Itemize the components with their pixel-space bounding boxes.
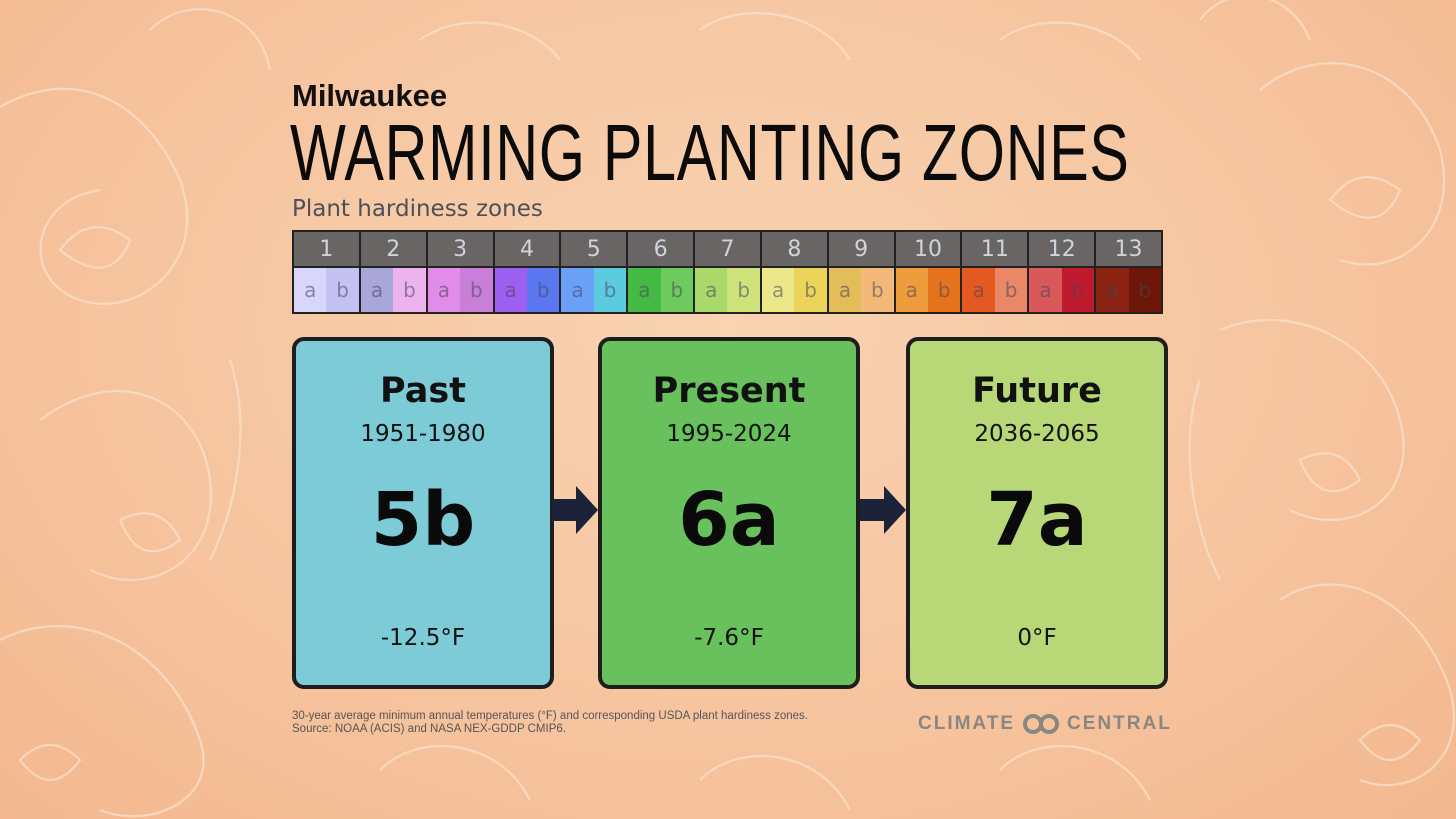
zone-sub-a: a (561, 268, 594, 312)
card-zone: 6a (678, 477, 780, 563)
arrow-right-icon (860, 486, 906, 534)
source-line: Source: NOAA (ACIS) and NASA NEX-GDDP CM… (292, 723, 566, 735)
card-years: 1951-1980 (360, 421, 486, 447)
zone-sub-b: b (326, 268, 359, 312)
zone-column: 12 a b (1029, 232, 1097, 312)
zone-column: 11 a b (962, 232, 1030, 312)
card-label: Future (972, 371, 1102, 411)
zone-sub-b: b (861, 268, 894, 312)
linked-rings-icon (1023, 714, 1060, 734)
city-name: Milwaukee (292, 78, 448, 113)
zone-sub-a: a (1029, 268, 1062, 312)
zone-column: 13 a b (1096, 232, 1161, 312)
zone-number: 2 (360, 232, 426, 268)
page-title: WARMING PLANTING ZONES (290, 108, 1130, 197)
card-years: 2036-2065 (974, 421, 1100, 447)
zone-sub-b: b (1128, 268, 1161, 312)
zone-number: 5 (561, 232, 627, 268)
footnote: 30-year average minimum annual temperatu… (292, 710, 808, 736)
zone-number: 8 (761, 232, 827, 268)
card-zone: 5b (370, 477, 476, 563)
footnote-line: 30-year average minimum annual temperatu… (292, 710, 808, 722)
card-label: Past (380, 371, 466, 411)
card-temp: -12.5°F (380, 625, 466, 651)
zone-sub-a: a (360, 268, 394, 312)
zone-number: 10 (895, 232, 961, 268)
card-years: 1995-2024 (666, 421, 792, 447)
zone-sub-b: b (660, 268, 694, 312)
zone-legend: 1 a b 2 a b 3 a b 4 a b 5 a b 6 a b 7 a b 8 a b 9 a b 10 a b 11 a b 12 a b 1… (292, 230, 1163, 314)
zone-number: 13 (1096, 232, 1161, 268)
zone-number: 7 (695, 232, 760, 268)
card-temp: -7.6°F (694, 625, 764, 651)
zone-sub-b: b (1061, 268, 1095, 312)
zone-column: 10 a b (895, 232, 963, 312)
climate-central-logo: CLIMATE CENTRAL (918, 712, 1172, 736)
zone-number: 4 (494, 232, 560, 268)
arrow-right-icon (552, 486, 598, 534)
zone-sub-a: a (828, 268, 862, 312)
future-card: Future 2036-2065 7a 0°F (906, 337, 1168, 689)
zone-sub-a: a (294, 268, 327, 312)
zone-sub-a: a (628, 268, 661, 312)
zone-sub-a: a (494, 268, 527, 312)
zone-sub-a: a (895, 268, 929, 312)
zone-number: 3 (427, 232, 493, 268)
zone-sub-b: b (928, 268, 961, 312)
card-temp: 0°F (1017, 625, 1057, 651)
logo-text-left: CLIMATE (918, 713, 1016, 734)
zone-sub-b: b (727, 268, 760, 312)
card-zone: 7a (986, 477, 1088, 563)
zone-sub-a: a (962, 268, 995, 312)
past-card: Past 1951-1980 5b -12.5°F (292, 337, 554, 689)
present-card: Present 1995-2024 6a -7.6°F (598, 337, 860, 689)
zone-number: 1 (294, 232, 359, 268)
legend-subtitle: Plant hardiness zones (292, 196, 543, 222)
zone-sub-b: b (393, 268, 426, 312)
zone-sub-b: b (994, 268, 1028, 312)
zone-sub-a: a (1096, 268, 1129, 312)
zone-number: 12 (1029, 232, 1095, 268)
zone-sub-a: a (761, 268, 795, 312)
zone-number: 9 (828, 232, 894, 268)
logo-text-right: CENTRAL (1067, 713, 1172, 734)
zone-sub-b: b (460, 268, 493, 312)
zone-sub-a: a (427, 268, 461, 312)
zone-sub-b: b (526, 268, 560, 312)
zone-number: 6 (628, 232, 694, 268)
zone-sub-a: a (695, 268, 728, 312)
zone-number: 11 (962, 232, 1028, 268)
zone-sub-b: b (593, 268, 627, 312)
card-label: Present (652, 371, 806, 411)
zone-sub-b: b (794, 268, 827, 312)
